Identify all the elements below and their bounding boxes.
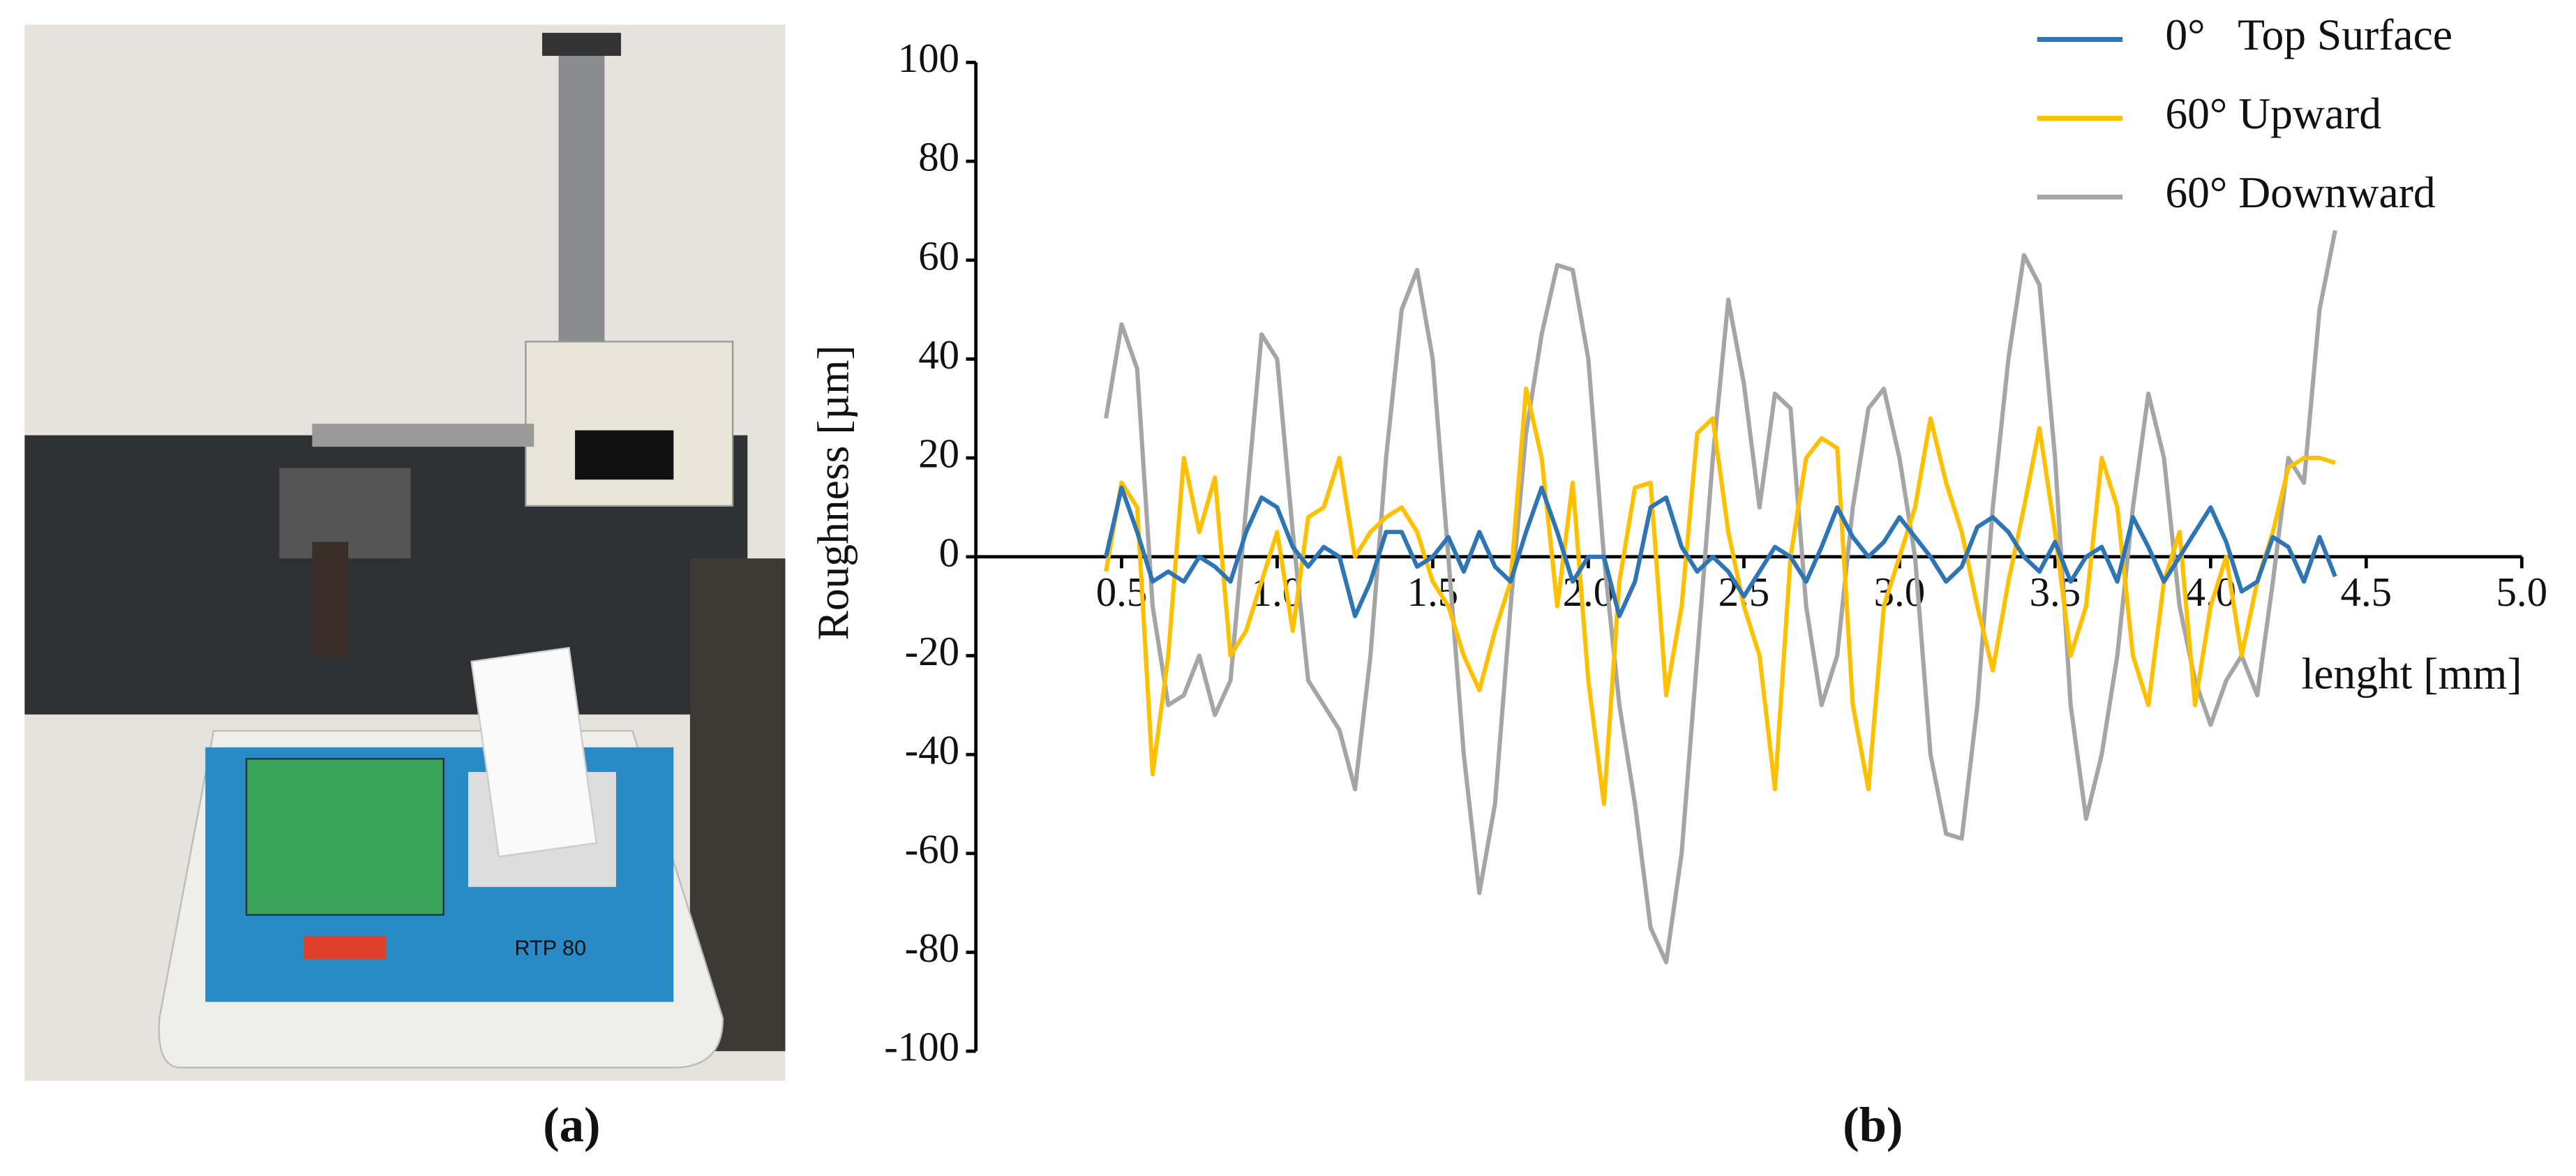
photo: RTP 80 — [24, 24, 786, 1081]
x-axis-label: lenght [mm] — [2302, 649, 2522, 699]
y-tick-label: 0 — [939, 530, 959, 575]
column — [558, 33, 605, 362]
legend-label: 0° Top Surface — [2165, 10, 2453, 59]
y-tick-label: -40 — [905, 728, 959, 773]
y-tick-label: 100 — [898, 36, 959, 81]
x-tick-label: 5.0 — [2496, 570, 2548, 615]
x-tick-label: 0.5 — [1096, 570, 1148, 615]
knob — [542, 33, 622, 57]
x-tick-label: 4.5 — [2341, 570, 2392, 615]
arm — [312, 424, 534, 447]
panel-label: (a) — [543, 1098, 600, 1152]
legend-label: 60° Upward — [2165, 89, 2381, 138]
series-line — [1104, 485, 2337, 618]
probe-window — [575, 430, 674, 480]
series-line — [1104, 386, 2336, 807]
probe-unit — [525, 341, 734, 507]
panel-label: (b) — [1843, 1098, 1903, 1152]
device-screen — [246, 758, 444, 916]
y-tick-label: 20 — [918, 431, 959, 477]
device-label: RTP 80 — [514, 936, 586, 960]
vise-handle — [312, 542, 349, 657]
y-tick-label: -80 — [905, 925, 959, 971]
legend-label: 60° Downward — [2165, 168, 2435, 217]
paper-strip — [470, 646, 598, 858]
y-tick-label: -60 — [905, 826, 959, 872]
y-tick-label: 40 — [918, 332, 959, 378]
y-tick-label: -20 — [905, 629, 959, 674]
y-tick-label: 60 — [918, 233, 959, 278]
device-buttons — [304, 936, 387, 960]
y-tick-label: -100 — [884, 1025, 959, 1070]
y-axis-label: Roughness [µm] — [808, 345, 858, 640]
y-tick-label: 80 — [918, 135, 959, 180]
